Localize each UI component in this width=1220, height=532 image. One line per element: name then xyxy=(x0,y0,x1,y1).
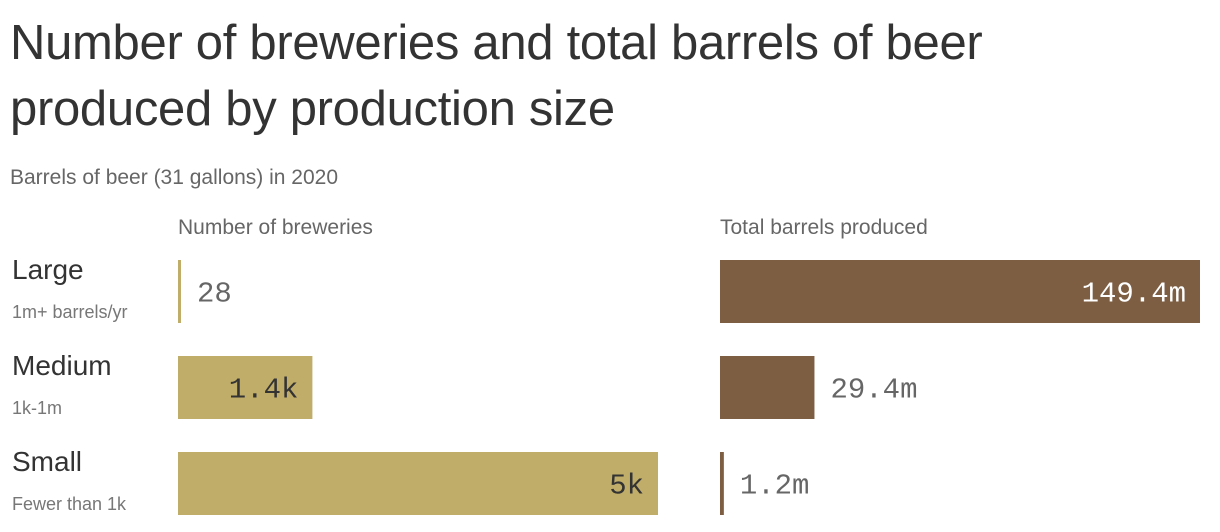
breweries-bar-medium xyxy=(178,356,313,419)
barrels-value-label-large: 149.4m xyxy=(1082,278,1186,311)
barrels-bar-small xyxy=(720,452,724,515)
breweries-bar-small xyxy=(178,452,658,515)
breweries-value-label-large: 28 xyxy=(197,278,232,311)
category-sub-small: Fewer than 1k xyxy=(12,494,127,514)
breweries-value-label-small: 5k xyxy=(609,470,644,503)
barrels-bar-large xyxy=(720,260,1200,323)
barrels-panel-title: Total barrels produced xyxy=(720,216,928,239)
barrels-value-label-small: 1.2m xyxy=(740,470,810,503)
chart-title: Number of breweries and total barrels of… xyxy=(10,16,983,136)
category-sub-large: 1m+ barrels/yr xyxy=(12,302,128,322)
breweries-panel-title: Number of breweries xyxy=(178,216,373,239)
category-label-small: Small xyxy=(12,446,83,477)
category-label-large: Large xyxy=(12,254,84,285)
category-sub-medium: 1k-1m xyxy=(12,398,63,418)
barrels-bar-medium xyxy=(720,356,815,419)
category-label-medium: Medium xyxy=(12,350,112,381)
breweries-bar-large xyxy=(178,260,181,323)
barrels-value-label-medium: 29.4m xyxy=(830,374,917,407)
chart-subtitle: Barrels of beer (31 gallons) in 2020 xyxy=(10,166,339,189)
breweries-value-label-medium: 1.4k xyxy=(229,374,299,407)
